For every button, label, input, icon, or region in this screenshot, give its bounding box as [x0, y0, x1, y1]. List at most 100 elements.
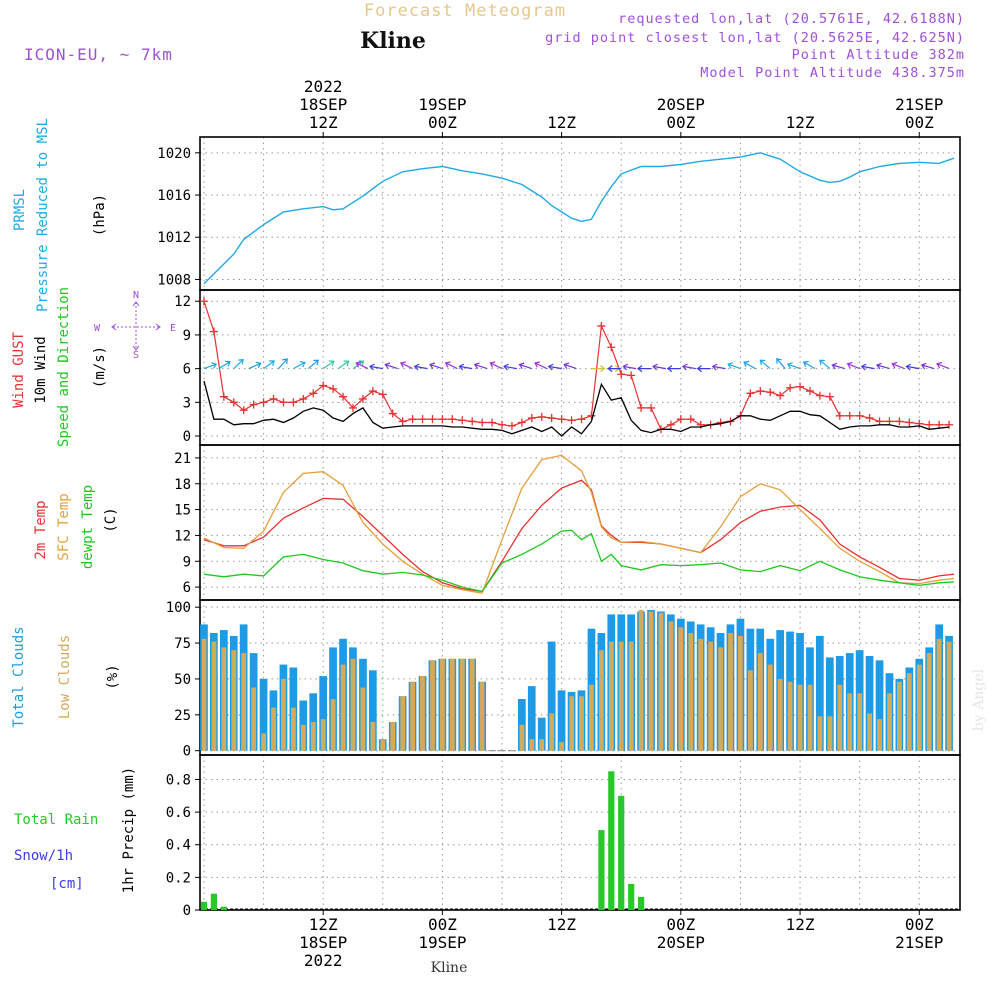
wind-direction-arrow [711, 363, 726, 371]
wind-direction-arrow [547, 363, 562, 371]
low-cloud-bar [906, 673, 912, 751]
gust-marker [647, 403, 656, 412]
low-cloud-bar [539, 739, 545, 751]
wind-direction-arrow [399, 361, 413, 370]
gust-marker [895, 417, 904, 426]
clouds-ytick-label: 25 [174, 708, 191, 724]
low-cloud-bar [807, 684, 813, 751]
bottom-time-label: 20SEP [657, 933, 705, 952]
gust-marker [269, 394, 278, 403]
precip-ytick-label: 0.2 [166, 870, 191, 886]
total-cloud-bar [319, 676, 327, 751]
top-time-label: 20SEP [657, 95, 705, 114]
gust-marker [458, 416, 467, 425]
gust-marker [229, 398, 238, 407]
wind-direction-arrow [776, 357, 786, 369]
gust-marker [468, 417, 477, 426]
precip-panel: 0 0.2 0.4 0.6 0.8 [166, 754, 961, 919]
gust-marker [756, 387, 765, 396]
wind-direction-arrow [233, 358, 244, 370]
point-altitude: Point Altitude 382m [792, 47, 965, 63]
gust-marker [339, 392, 348, 401]
gust-marker [885, 417, 894, 426]
low-clouds-label: Low Clouds [57, 635, 73, 719]
gust-marker [835, 411, 844, 420]
precip-unit-label: 1hr Precip (mm) [121, 767, 137, 893]
bottom-time-label: 12Z [786, 915, 815, 934]
low-cloud-bar [628, 641, 634, 751]
low-cloud-bar [668, 621, 674, 751]
pressure-labels: PRMSL Pressure Reduced to MSL (hPa) [12, 118, 108, 312]
temp-ytick-label: 9 [183, 554, 191, 570]
gust-marker [309, 389, 318, 398]
gust-marker [686, 415, 695, 424]
total-cloud-bar [865, 656, 874, 751]
snow-label: Snow/1h [14, 848, 73, 864]
gust-marker [825, 392, 834, 401]
wind-direction-arrow [218, 360, 231, 370]
gust-marker [358, 394, 367, 403]
low-cloud-bar [916, 664, 922, 751]
rain-label: Total Rain [14, 812, 98, 828]
low-cloud-bar [579, 696, 584, 751]
wind-direction-arrow [352, 360, 365, 370]
gust-marker [666, 420, 675, 429]
wind-direction-arrow [458, 363, 473, 371]
wind-direction-arrow [860, 363, 875, 371]
gust-marker [348, 403, 357, 412]
grid-coords: grid point closest lon,lat (20.5625E, 42… [545, 30, 965, 46]
wind-direction-arrow [696, 365, 711, 373]
wind-ytick-label: 6 [183, 362, 191, 378]
watermark: by Angel [971, 668, 987, 731]
low-cloud-bar [757, 653, 763, 751]
total-cloud-bar [816, 635, 824, 751]
total-cloud-bar [518, 699, 526, 751]
low-cloud-bar [350, 658, 356, 751]
clouds-ytick-label: 100 [166, 600, 191, 616]
bottom-time-label: 12Z [547, 915, 576, 934]
gust-marker [855, 411, 864, 420]
pressure-unit-label: (hPa) [92, 194, 108, 236]
low-cloud-bar [261, 733, 266, 751]
gust-marker [865, 414, 874, 423]
wind-direction-arrow [444, 361, 458, 370]
rain-bar [618, 795, 625, 910]
gust-marker [199, 297, 208, 306]
wind-direction-arrow [518, 362, 532, 370]
wind-direction-arrow [666, 365, 681, 373]
wind-direction-arrow [802, 360, 816, 370]
low-cloud-bar [708, 641, 713, 751]
low-cloud-bar [618, 641, 624, 751]
wind-direction-arrow [263, 360, 275, 370]
top-time-label: 12Z [309, 113, 338, 132]
wind-direction-arrow [786, 362, 801, 370]
gust-marker [488, 418, 497, 427]
wind-ytick-label: 9 [183, 328, 191, 344]
wind-direction-arrow [607, 365, 622, 373]
rain-bar [200, 901, 208, 910]
wind-direction-arrow [831, 362, 845, 370]
low-cloud-bar [638, 610, 644, 751]
low-cloud-bar [449, 658, 455, 751]
footer-location: Kline [431, 960, 468, 976]
bottom-time-label: 2022 [304, 951, 343, 970]
gust-marker [219, 392, 228, 401]
wind-direction-arrow [293, 361, 306, 370]
low-cloud-bar [330, 699, 336, 751]
sfc-label: SFC Temp [56, 493, 72, 560]
clouds-ytick-label: 0 [183, 744, 191, 760]
gust-marker [418, 415, 427, 424]
low-cloud-bar [241, 653, 247, 751]
bottom-time-label: 18SEP [299, 933, 347, 952]
bottom-time-label: 00Z [666, 915, 695, 934]
low-cloud-bar [440, 658, 445, 751]
low-cloud-bar [320, 719, 326, 751]
rain-bar [638, 896, 645, 910]
low-cloud-bar [231, 650, 237, 751]
low-cloud-bar [787, 681, 793, 751]
low-cloud-bar [857, 693, 863, 751]
gust-marker [517, 418, 526, 427]
gust-marker [398, 417, 407, 426]
dewpt-line [203, 529, 955, 593]
top-time-label: 21SEP [895, 95, 943, 114]
